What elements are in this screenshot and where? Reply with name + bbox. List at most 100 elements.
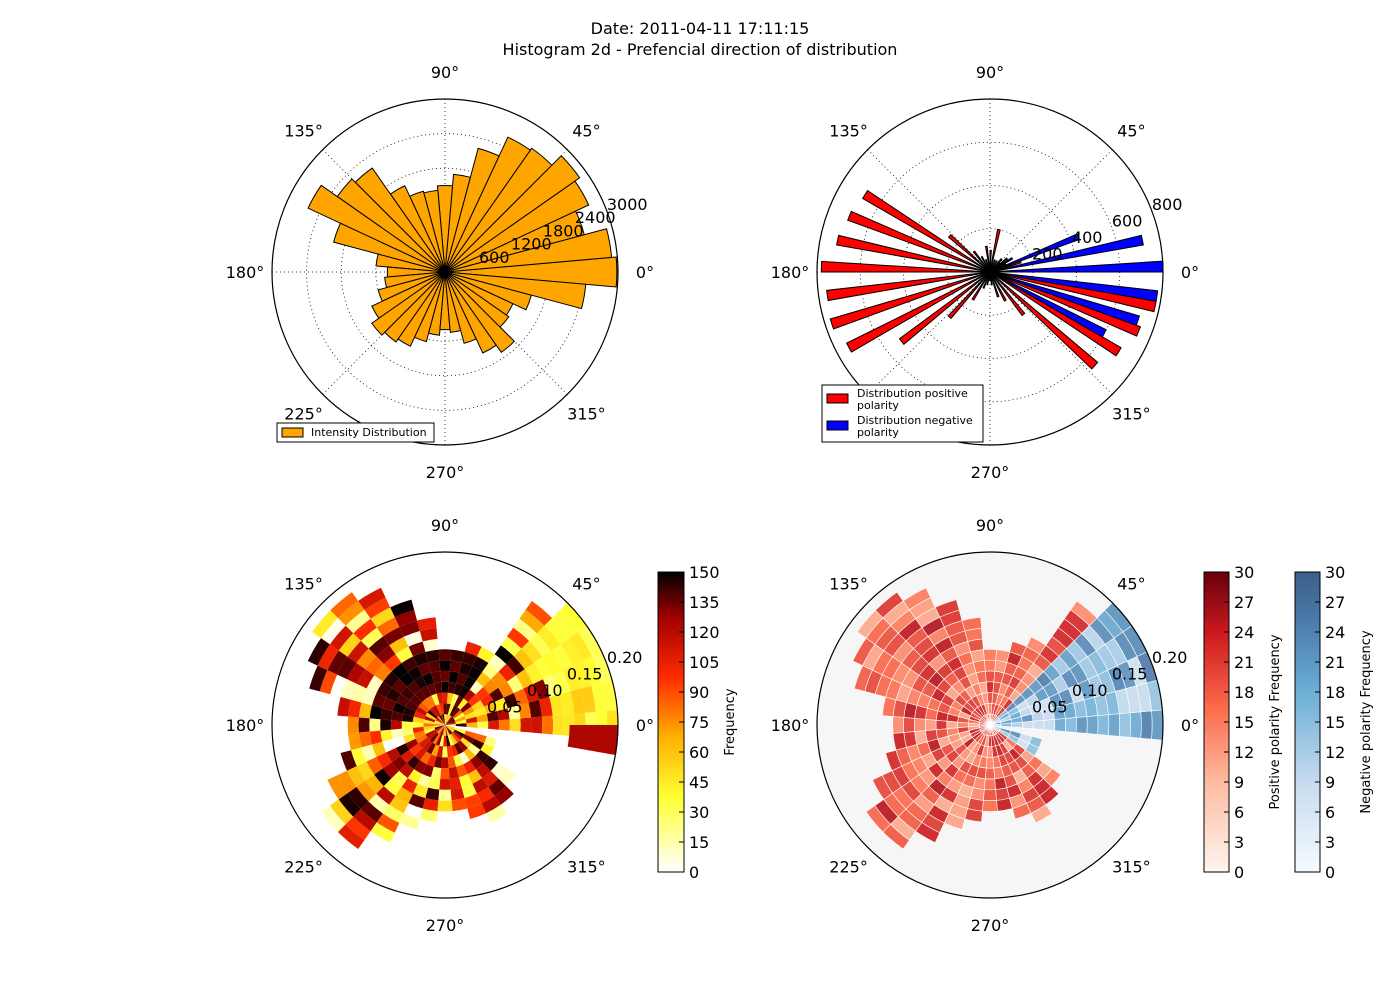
heatmap-cell <box>513 648 534 670</box>
heatmap-cell <box>438 789 452 801</box>
negative-polarity-cell <box>1129 711 1142 739</box>
intensity-bar <box>444 271 510 328</box>
heatmap-cell <box>412 716 425 724</box>
heatmap-cell <box>423 723 435 727</box>
heatmap-cell <box>399 763 414 779</box>
legend-label: polarity <box>857 399 899 412</box>
heatmap-cell <box>394 610 418 628</box>
heatmap-cell <box>432 705 441 717</box>
heatmap-cell <box>541 715 554 735</box>
colorbar-label: Positive polarity Frequency <box>1268 634 1283 809</box>
positive-polarity-bar <box>826 271 991 302</box>
heatmap-cell <box>467 803 487 819</box>
heatmap-cell <box>337 697 351 717</box>
intensity-bar <box>444 271 516 353</box>
heatmap-cell <box>401 656 418 672</box>
angle-tick-label: 135° <box>829 122 868 141</box>
positive-polarity-cell <box>1043 767 1062 787</box>
heatmap-cell <box>435 734 443 746</box>
heatmap-cell <box>413 711 426 720</box>
heatmap-cell <box>449 733 458 745</box>
heatmap-cell <box>457 740 468 752</box>
heatmap-cell <box>521 640 543 663</box>
legend-label: Distribution positive <box>857 387 968 400</box>
heatmap-cell <box>458 774 473 788</box>
heatmap-cell <box>345 816 371 841</box>
positive-polarity-cell <box>985 756 995 769</box>
heatmap-cell <box>445 716 453 725</box>
heatmap-cell <box>552 610 578 639</box>
heatmap-cell <box>383 671 400 688</box>
heatmap-cell <box>419 628 438 642</box>
negative-polarity-colorbar: 0 3 6 9 12 15 18 21 24 27 30 Negative polarity Freq… <box>1294 563 1374 882</box>
heatmap-cell <box>382 804 404 823</box>
heatmap-cell <box>515 669 534 689</box>
negative-polarity-cell <box>1032 719 1045 731</box>
heatmap-cell <box>444 725 446 736</box>
legend-swatch <box>281 427 304 438</box>
heatmap-cell <box>424 727 436 735</box>
heatmap-cell <box>443 703 447 715</box>
legend-label: Distribution negative <box>857 414 973 427</box>
heatmap-cell <box>422 764 434 778</box>
heatmap-cell <box>453 683 464 696</box>
heatmap-cell <box>437 725 445 734</box>
intensity-bar <box>427 271 446 336</box>
legend: Intensity Distribution <box>276 422 435 443</box>
positive-polarity-bar <box>829 271 991 330</box>
heatmap-cell <box>413 730 426 739</box>
heatmap-cell <box>428 660 441 673</box>
heatmap-cell <box>412 722 424 728</box>
heatmap-cell <box>414 747 427 761</box>
legend-swatch <box>826 393 849 404</box>
negative-polarity-cell <box>1075 716 1088 734</box>
angle-tick-label: 45° <box>572 575 600 594</box>
heatmap-cell <box>434 722 445 725</box>
heatmap-cell <box>413 676 427 690</box>
colorbar-tick-label: 18 <box>1325 683 1345 702</box>
radial-tick-label: 600 <box>479 248 510 267</box>
heatmap-cell <box>559 691 575 715</box>
radial-tick-label: 0.20 <box>607 648 643 667</box>
heatmap-cell <box>439 735 445 747</box>
colorbar-tick-label: 90 <box>689 683 709 702</box>
heatmap-cell <box>338 633 361 657</box>
heatmap-cell <box>498 681 514 698</box>
colorbar-tick-label: 0 <box>1325 863 1335 882</box>
heatmap-cell <box>467 769 483 784</box>
heatmap-cell <box>447 734 455 746</box>
heatmap-cell <box>476 787 495 804</box>
angular-gridline <box>867 271 991 395</box>
colorbar-tick-label: 45 <box>689 773 709 792</box>
heatmap-cell <box>427 731 438 741</box>
heatmap-cell <box>529 633 552 657</box>
heatmap-cell <box>450 787 465 801</box>
intensity-bar <box>444 147 553 273</box>
colorbar-tick-label: 75 <box>689 713 709 732</box>
heatmap-cell <box>445 718 455 725</box>
negative-polarity-cell <box>1118 712 1131 738</box>
heatmap-cell <box>448 766 459 779</box>
heatmap-cell <box>424 715 436 723</box>
colorbar-tick-label: 21 <box>1325 653 1345 672</box>
angle-tick-label: 225° <box>829 857 868 876</box>
legend-box <box>276 422 435 443</box>
heatmap-cell <box>494 697 508 712</box>
heatmap-cell <box>445 725 456 730</box>
heatmap-cell <box>464 730 477 739</box>
positive-polarity-bar <box>989 228 1001 273</box>
heatmap-cell <box>365 774 384 794</box>
heatmap-cell <box>383 762 400 779</box>
colorbar-tick-label: 30 <box>689 803 709 822</box>
heatmap-cell <box>497 708 510 721</box>
positive-polarity-cell <box>984 778 996 791</box>
heatmap-cell <box>399 620 420 637</box>
heatmap-cell <box>559 602 587 632</box>
angle-tick-label: 270° <box>426 463 465 482</box>
heatmap-cell <box>358 731 372 748</box>
positive-polarity-bar <box>989 271 1007 302</box>
positive-polarity-bar <box>971 271 991 301</box>
heatmap-cell <box>469 680 484 695</box>
heatmap-cell <box>445 725 452 735</box>
heatmap-cell <box>494 645 514 664</box>
